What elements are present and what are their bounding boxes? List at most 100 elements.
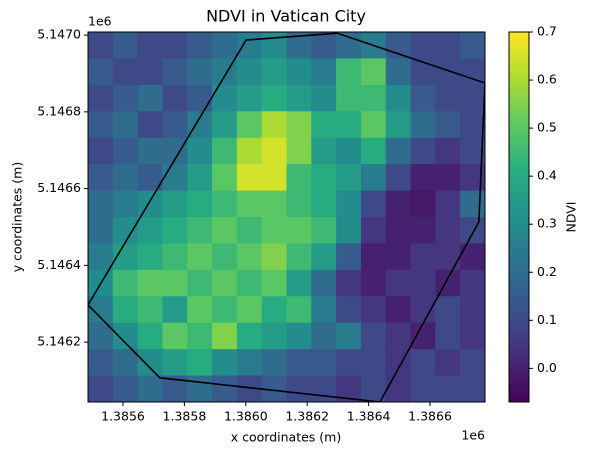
raster-cell bbox=[410, 375, 436, 402]
boundary bbox=[88, 32, 485, 402]
raster-cell bbox=[435, 58, 461, 86]
raster-cell bbox=[311, 269, 337, 297]
raster-cell bbox=[385, 375, 412, 402]
raster-cell bbox=[360, 296, 387, 324]
y-tick-label: 5.1470 bbox=[37, 27, 81, 42]
raster-cell bbox=[162, 322, 188, 350]
raster-cell bbox=[88, 111, 114, 139]
raster-cell bbox=[336, 269, 362, 297]
raster-cell bbox=[88, 243, 114, 271]
colorbar bbox=[508, 31, 530, 403]
colorbar-tick-label: 0.7 bbox=[537, 24, 557, 39]
raster-cell bbox=[410, 296, 436, 324]
raster-cell bbox=[162, 217, 188, 244]
raster-cell bbox=[212, 243, 238, 271]
raster-cell bbox=[286, 375, 312, 402]
raster-cell bbox=[212, 84, 238, 112]
raster-cell bbox=[311, 375, 337, 402]
raster-cell bbox=[460, 269, 485, 297]
raster-cell bbox=[360, 190, 387, 218]
raster-cell bbox=[212, 164, 238, 192]
raster-cell bbox=[286, 349, 312, 377]
raster-cell bbox=[137, 322, 163, 350]
x-tick-label: 1.3864 bbox=[347, 409, 391, 424]
raster-cell bbox=[261, 84, 287, 112]
raster-cell bbox=[137, 84, 163, 112]
raster-cell bbox=[460, 322, 485, 350]
raster-cell bbox=[137, 111, 163, 139]
raster-cell bbox=[360, 84, 387, 112]
plot-frame bbox=[87, 31, 486, 403]
raster-cell bbox=[460, 84, 485, 112]
raster-cell bbox=[162, 296, 188, 324]
raster-cell bbox=[112, 322, 139, 350]
raster-cell bbox=[112, 137, 139, 165]
raster-cell bbox=[187, 190, 213, 218]
raster-cell bbox=[212, 32, 238, 59]
raster-cell bbox=[435, 322, 461, 350]
raster-cell bbox=[137, 243, 163, 271]
raster-cell bbox=[435, 32, 461, 59]
raster bbox=[88, 32, 485, 402]
raster-cell bbox=[360, 58, 387, 86]
raster-cell bbox=[360, 243, 387, 271]
colorbar-tick-label: 0.0 bbox=[537, 360, 557, 375]
raster-cell bbox=[410, 243, 436, 271]
raster-cell bbox=[435, 137, 461, 165]
raster-cell bbox=[360, 137, 387, 165]
raster-cell bbox=[460, 32, 485, 59]
raster-cell bbox=[360, 269, 387, 297]
raster-cell bbox=[88, 164, 114, 192]
raster-cell bbox=[460, 375, 485, 402]
raster-cell bbox=[261, 58, 287, 86]
raster-cell bbox=[385, 164, 412, 192]
colorbar-tick-label: 0.3 bbox=[537, 216, 557, 231]
raster-cell bbox=[212, 349, 238, 377]
raster-cell bbox=[460, 111, 485, 139]
raster-cell bbox=[435, 349, 461, 377]
raster-cell bbox=[187, 296, 213, 324]
raster-cell bbox=[336, 349, 362, 377]
y-tick-label: 5.1466 bbox=[37, 180, 81, 195]
raster-cell bbox=[336, 243, 362, 271]
raster-cell bbox=[212, 375, 238, 402]
raster-cell bbox=[112, 296, 139, 324]
raster-cell bbox=[212, 322, 238, 350]
raster-cell bbox=[286, 190, 312, 218]
raster-cell bbox=[162, 58, 188, 86]
raster-cell bbox=[336, 32, 362, 59]
raster-cell bbox=[410, 269, 436, 297]
raster-cell bbox=[385, 32, 412, 59]
y-axis-label: y coordinates (m) bbox=[10, 162, 25, 272]
raster-cell bbox=[236, 164, 263, 192]
raster-cell bbox=[137, 137, 163, 165]
raster-cell bbox=[112, 164, 139, 192]
raster-cell bbox=[311, 111, 337, 139]
raster-cell bbox=[311, 164, 337, 192]
raster-cell bbox=[261, 322, 287, 350]
raster-cell bbox=[460, 349, 485, 377]
raster-cell bbox=[137, 32, 163, 59]
x-tick-label: 1.3860 bbox=[224, 409, 268, 424]
raster-cell bbox=[162, 111, 188, 139]
raster-cell bbox=[212, 137, 238, 165]
x-axis-label: x coordinates (m) bbox=[231, 430, 341, 445]
raster-cell bbox=[236, 190, 263, 218]
raster-cell bbox=[360, 322, 387, 350]
raster-cell bbox=[311, 217, 337, 244]
raster-cell bbox=[311, 58, 337, 86]
raster-cell bbox=[410, 32, 436, 59]
raster-cell bbox=[435, 296, 461, 324]
raster-cell bbox=[360, 217, 387, 244]
raster-cell bbox=[385, 217, 412, 244]
raster-cell bbox=[88, 137, 114, 165]
raster-cell bbox=[236, 322, 263, 350]
raster-cell bbox=[187, 84, 213, 112]
raster-cell bbox=[261, 269, 287, 297]
raster-cell bbox=[286, 243, 312, 271]
raster-cell bbox=[311, 349, 337, 377]
raster-cell bbox=[137, 190, 163, 218]
raster-cell bbox=[112, 111, 139, 139]
raster-cell bbox=[311, 243, 337, 271]
raster-cell bbox=[212, 269, 238, 297]
